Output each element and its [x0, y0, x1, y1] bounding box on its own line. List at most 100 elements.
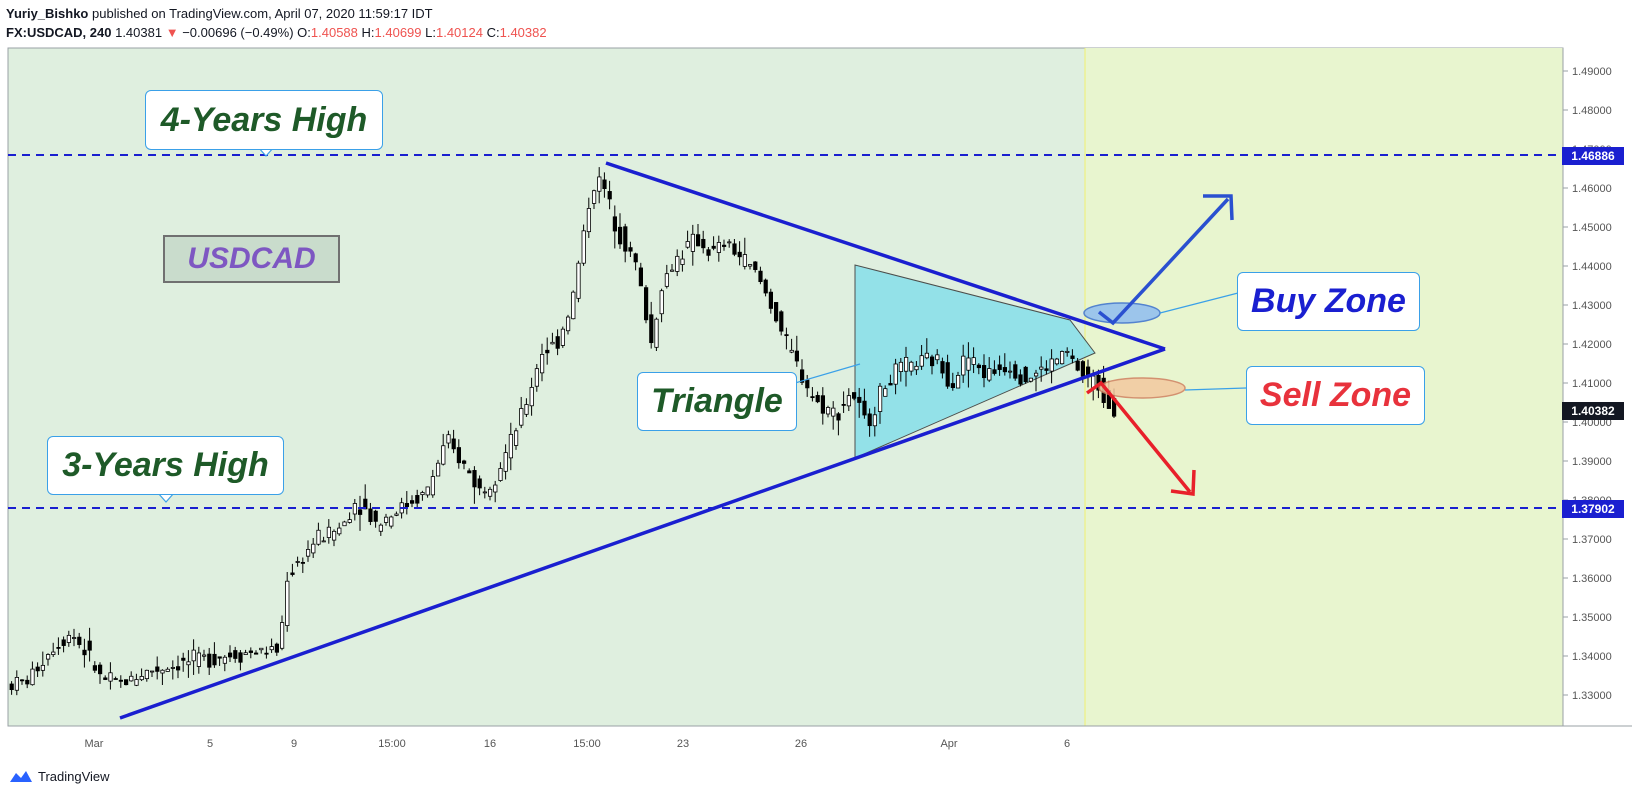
candle-body[interactable] [514, 430, 519, 446]
candle-body[interactable] [987, 368, 992, 381]
candle-body[interactable] [14, 676, 19, 691]
buy-arrow-path[interactable] [1097, 197, 1230, 326]
candle-body[interactable] [321, 540, 326, 543]
candle-body[interactable] [170, 667, 175, 669]
candle-body[interactable] [456, 447, 462, 464]
candle-body[interactable] [607, 191, 612, 200]
candle-body[interactable] [914, 365, 919, 371]
candle-body[interactable] [919, 355, 924, 367]
candle-body[interactable] [129, 675, 134, 682]
candle-body[interactable] [1060, 351, 1065, 365]
candle-body[interactable] [992, 369, 997, 374]
candle-body[interactable] [878, 385, 883, 412]
candle-body[interactable] [971, 357, 976, 365]
candle-body[interactable] [253, 652, 259, 655]
candle-body[interactable] [779, 311, 784, 332]
candle-body[interactable] [758, 270, 763, 283]
candle-body[interactable] [659, 290, 664, 315]
candle-body[interactable] [51, 651, 56, 655]
candle-body[interactable] [857, 396, 862, 403]
candle-body[interactable] [784, 334, 789, 337]
candle-body[interactable] [40, 664, 46, 671]
candle-body[interactable] [383, 516, 389, 523]
candle-body[interactable] [935, 354, 940, 361]
candle-body[interactable] [956, 375, 961, 389]
candle-body[interactable] [940, 361, 945, 374]
triangle-label[interactable]: Triangle [637, 372, 797, 431]
candle-body[interactable] [961, 355, 966, 376]
candle-body[interactable] [305, 549, 311, 557]
candle-body[interactable] [87, 640, 92, 651]
candle-body[interactable] [186, 661, 191, 666]
symbol-box[interactable]: USDCAD [163, 235, 340, 283]
candle-body[interactable] [342, 521, 347, 527]
candle-body[interactable] [592, 190, 597, 204]
candle-body[interactable] [560, 328, 566, 346]
candle-body[interactable] [446, 434, 451, 444]
candle-body[interactable] [800, 369, 805, 383]
three-years-high-label[interactable]: 3-Years High [47, 436, 284, 495]
candle-body[interactable] [654, 318, 659, 348]
candle-body[interactable] [222, 656, 227, 664]
candle-body[interactable] [789, 349, 794, 353]
author-name[interactable]: Yuriy_Bishko [6, 6, 89, 21]
candle-body[interactable] [56, 647, 61, 649]
candle-body[interactable] [711, 245, 716, 249]
candle-body[interactable] [1065, 350, 1070, 353]
candle-body[interactable] [487, 488, 493, 497]
candle-body[interactable] [675, 255, 680, 272]
candle-body[interactable] [378, 524, 384, 532]
footer-brand[interactable]: TradingView [8, 768, 110, 784]
candle-body[interactable] [259, 647, 264, 651]
candle-body[interactable] [836, 413, 841, 421]
candle-body[interactable] [451, 438, 456, 450]
candle-body[interactable] [139, 676, 144, 681]
candle-body[interactable] [472, 470, 477, 488]
candle-body[interactable] [893, 363, 898, 385]
candle-body[interactable] [768, 291, 774, 309]
candle-body[interactable] [888, 383, 893, 386]
candle-body[interactable] [623, 226, 628, 252]
candle-body[interactable] [945, 362, 950, 387]
candle-body[interactable] [149, 670, 155, 673]
candle-body[interactable] [732, 243, 737, 255]
candle-body[interactable] [805, 379, 810, 389]
candle-body[interactable] [389, 516, 394, 527]
candle-body[interactable] [1002, 367, 1008, 373]
candle-body[interactable] [685, 241, 690, 248]
candle-body[interactable] [815, 395, 820, 403]
candle-body[interactable] [212, 653, 217, 666]
candle-body[interactable] [201, 654, 207, 657]
candle-body[interactable] [1034, 372, 1039, 377]
candle-body[interactable] [810, 396, 815, 399]
candle-body[interactable] [498, 468, 503, 481]
candle-body[interactable] [9, 683, 14, 691]
candle-body[interactable] [124, 679, 129, 686]
candle-body[interactable] [181, 657, 186, 661]
sell-zone-label[interactable]: Sell Zone [1246, 366, 1425, 425]
candle-body[interactable] [108, 672, 113, 682]
upper-trendline[interactable] [605, 161, 1166, 351]
candle-body[interactable] [555, 336, 560, 349]
candle-body[interactable] [409, 500, 415, 504]
candle-body[interactable] [30, 668, 35, 686]
candle-body[interactable] [826, 407, 831, 415]
candle-body[interactable] [664, 273, 670, 287]
candle-body[interactable] [909, 361, 914, 372]
candle-body[interactable] [290, 572, 295, 575]
candle-body[interactable] [571, 291, 576, 320]
candle-body[interactable] [1044, 368, 1049, 371]
candle-body[interactable] [612, 216, 618, 232]
candle-body[interactable] [1028, 377, 1033, 382]
candle-body[interactable] [597, 176, 602, 192]
candle-body[interactable] [508, 433, 514, 459]
candle-body[interactable] [357, 509, 363, 515]
candle-body[interactable] [264, 652, 269, 655]
candle-body[interactable] [586, 208, 592, 233]
candle-body[interactable] [976, 364, 982, 369]
candle-body[interactable] [435, 462, 441, 477]
candle-body[interactable] [1008, 370, 1013, 373]
candle-body[interactable] [25, 679, 30, 685]
candle-body[interactable] [248, 650, 253, 653]
candle-body[interactable] [794, 350, 800, 362]
